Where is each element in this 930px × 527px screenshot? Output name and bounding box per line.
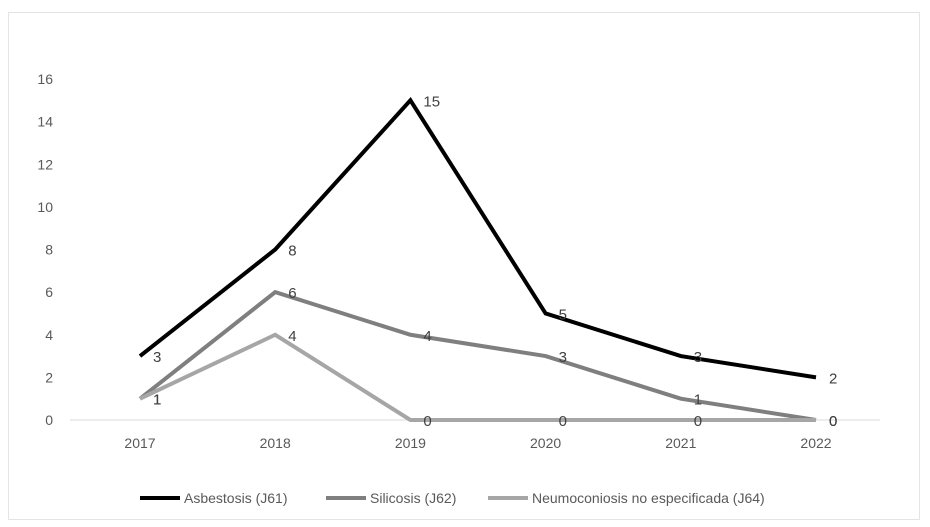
data-label: 1 — [153, 392, 161, 409]
data-label: 3 — [153, 349, 161, 366]
data-label: 0 — [829, 413, 837, 430]
y-tick-label: 12 — [37, 156, 53, 172]
legend-label: Neumoconiosis no especificada (J64) — [532, 490, 765, 506]
x-tick-label: 2021 — [665, 435, 696, 451]
data-label: 4 — [423, 328, 431, 345]
data-label: 3 — [694, 349, 702, 366]
data-label: 2 — [829, 370, 837, 387]
data-label: 0 — [559, 413, 567, 430]
data-label: 0 — [423, 413, 431, 430]
y-tick-label: 0 — [45, 412, 53, 428]
x-tick-label: 2020 — [530, 435, 561, 451]
x-tick-label: 2017 — [124, 435, 155, 451]
data-label: 0 — [829, 413, 837, 430]
data-label: 15 — [423, 93, 440, 110]
y-tick-label: 2 — [45, 369, 53, 385]
data-label: 3 — [559, 349, 567, 366]
y-tick-label: 16 — [37, 71, 53, 87]
legend-label: Silicosis (J62) — [370, 490, 456, 506]
data-label: 6 — [288, 285, 296, 302]
data-label: 1 — [153, 392, 161, 409]
series-lines — [138, 97, 817, 422]
data-label: 8 — [288, 243, 296, 260]
data-label: 4 — [288, 328, 296, 345]
chart-frame — [8, 12, 920, 520]
y-tick-label: 6 — [45, 284, 53, 300]
data-label: 1 — [694, 392, 702, 409]
x-tick-label: 2018 — [260, 435, 291, 451]
y-tick-label: 14 — [37, 114, 53, 130]
series-line-3 — [139, 332, 816, 422]
legend: Asbestosis (J61) Silicosis (J62) Neumoconi… — [140, 490, 765, 506]
x-tick-label: 2022 — [800, 435, 831, 451]
series-line-2 — [138, 289, 817, 422]
y-tick-label: 8 — [45, 242, 53, 258]
series-line-1 — [138, 97, 817, 380]
y-tick-label: 4 — [45, 327, 53, 343]
y-tick-label: 10 — [37, 199, 53, 215]
x-tick-label: 2019 — [395, 435, 426, 451]
legend-label: Asbestosis (J61) — [184, 490, 287, 506]
data-label: 0 — [694, 413, 702, 430]
data-label: 5 — [559, 306, 567, 323]
